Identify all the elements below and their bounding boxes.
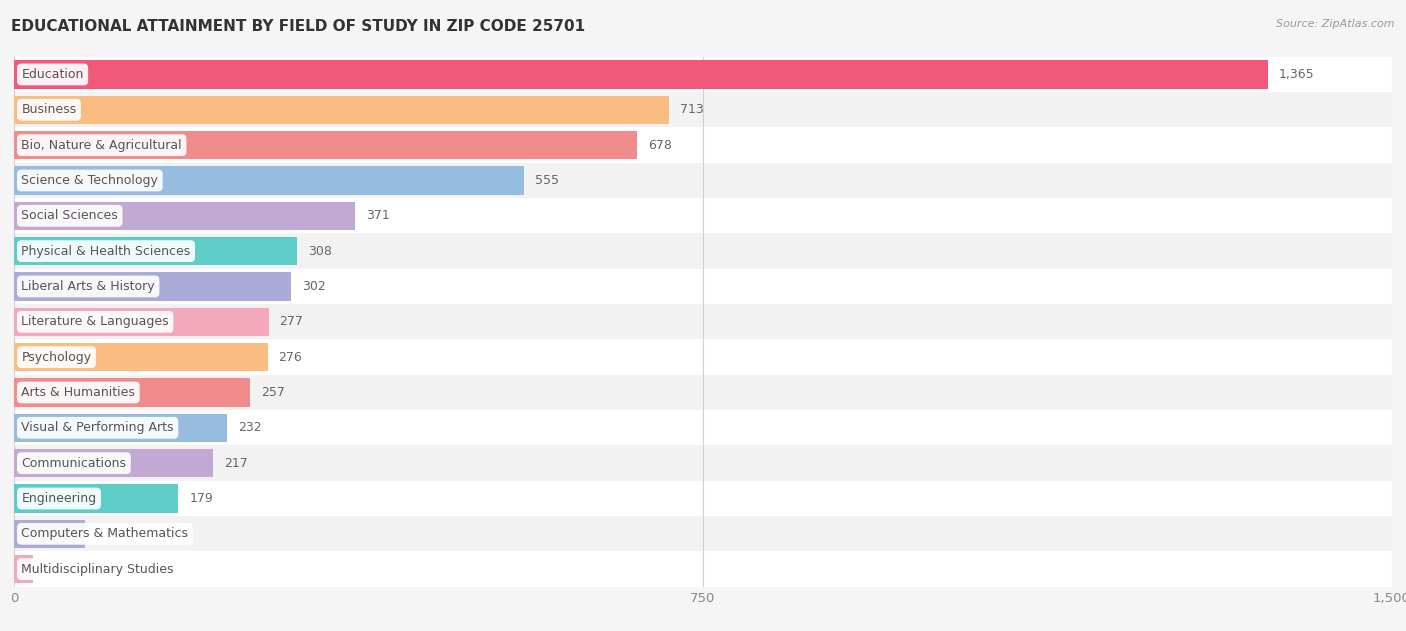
Text: Psychology: Psychology	[21, 351, 91, 363]
Bar	[14, 57, 1392, 92]
Text: Engineering: Engineering	[21, 492, 97, 505]
Text: Physical & Health Sciences: Physical & Health Sciences	[21, 245, 191, 257]
Bar	[14, 304, 1392, 339]
Text: 678: 678	[648, 139, 672, 151]
Text: 371: 371	[366, 209, 389, 222]
Bar	[14, 202, 354, 230]
Text: 179: 179	[190, 492, 214, 505]
Bar	[14, 131, 637, 159]
Text: 308: 308	[308, 245, 332, 257]
Bar	[14, 555, 34, 583]
Bar	[14, 339, 1392, 375]
Text: Visual & Performing Arts: Visual & Performing Arts	[21, 422, 174, 434]
Bar	[14, 414, 228, 442]
Bar	[14, 163, 1392, 198]
Text: 1,365: 1,365	[1279, 68, 1315, 81]
Text: 555: 555	[534, 174, 560, 187]
Bar	[14, 237, 297, 265]
Bar	[14, 445, 1392, 481]
Text: 713: 713	[681, 103, 704, 116]
Text: Multidisciplinary Studies: Multidisciplinary Studies	[21, 563, 174, 575]
Text: Bio, Nature & Agricultural: Bio, Nature & Agricultural	[21, 139, 181, 151]
Text: Business: Business	[21, 103, 76, 116]
Bar	[14, 520, 84, 548]
Bar	[14, 485, 179, 512]
Bar	[14, 92, 1392, 127]
Text: EDUCATIONAL ATTAINMENT BY FIELD OF STUDY IN ZIP CODE 25701: EDUCATIONAL ATTAINMENT BY FIELD OF STUDY…	[11, 19, 585, 34]
Text: 232: 232	[238, 422, 262, 434]
Bar	[14, 269, 1392, 304]
Text: 217: 217	[225, 457, 249, 469]
Bar	[14, 233, 1392, 269]
Bar	[14, 273, 291, 300]
Bar	[14, 61, 1268, 88]
Text: Computers & Mathematics: Computers & Mathematics	[21, 528, 188, 540]
Bar	[14, 449, 214, 477]
Bar	[14, 127, 1392, 163]
Bar	[14, 167, 524, 194]
Text: 302: 302	[302, 280, 326, 293]
Text: Education: Education	[21, 68, 84, 81]
Bar	[14, 379, 250, 406]
Text: Source: ZipAtlas.com: Source: ZipAtlas.com	[1277, 19, 1395, 29]
Bar	[14, 481, 1392, 516]
Text: Social Sciences: Social Sciences	[21, 209, 118, 222]
Text: 21: 21	[45, 563, 60, 575]
Text: Arts & Humanities: Arts & Humanities	[21, 386, 135, 399]
Bar	[14, 516, 1392, 551]
Text: 276: 276	[278, 351, 302, 363]
Text: Literature & Languages: Literature & Languages	[21, 316, 169, 328]
Bar	[14, 551, 1392, 587]
Text: Science & Technology: Science & Technology	[21, 174, 159, 187]
Text: Communications: Communications	[21, 457, 127, 469]
Text: 257: 257	[262, 386, 285, 399]
Bar	[14, 343, 267, 371]
Text: Liberal Arts & History: Liberal Arts & History	[21, 280, 155, 293]
Bar	[14, 96, 669, 124]
Bar	[14, 410, 1392, 445]
Text: 277: 277	[280, 316, 304, 328]
Bar	[14, 198, 1392, 233]
Bar	[14, 375, 1392, 410]
Text: 77: 77	[96, 528, 112, 540]
Bar	[14, 308, 269, 336]
